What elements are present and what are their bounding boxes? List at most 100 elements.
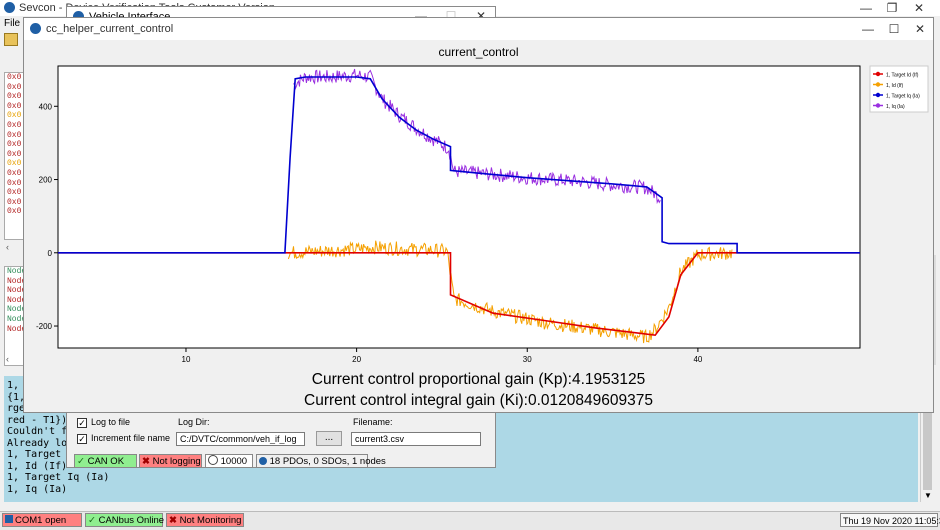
app-logo-icon <box>73 11 84 22</box>
com-icon <box>5 515 13 523</box>
ki-text: Current control integral gain (Ki):0.012… <box>304 392 653 409</box>
clock-icon <box>208 455 218 465</box>
left-list-bottom[interactable]: NodeNodeNodeNodeNodeNodeNode <box>4 266 24 366</box>
console-line: 1, Target Iq (Ia) <box>7 472 110 483</box>
current-control-chart: 10 20 30 40 -200 0 200 400 1, Target Id (If) 1, I… <box>36 65 929 364</box>
list-item: 0x0 <box>7 101 22 111</box>
log-dir-input[interactable] <box>176 432 305 446</box>
minimize-icon[interactable]: — <box>862 22 874 36</box>
logging-status: ✖ Not logging <box>139 454 202 468</box>
log-to-file-label: Log to file <box>91 417 131 427</box>
list-item: Node <box>7 267 23 276</box>
info-icon <box>259 457 267 465</box>
com-status-label: COM1 open <box>15 515 67 526</box>
console-line: {1, <box>7 391 32 403</box>
pdo-info: 18 PDOs, 0 SDOs, 1 nodes <box>256 454 386 468</box>
list-item: Node <box>7 324 23 334</box>
close-icon[interactable]: ✕ <box>914 22 926 36</box>
close-icon[interactable]: ✕ <box>475 9 487 23</box>
minimize-icon[interactable]: — <box>860 1 872 15</box>
list-item: 0x0 <box>7 140 22 150</box>
rate-field[interactable]: 10000 <box>205 454 253 468</box>
series-line-1 <box>58 252 860 337</box>
increment-file-name-checkbox[interactable]: ✓ <box>77 434 87 444</box>
x-tick-label: 40 <box>693 355 702 364</box>
x-icon: ✖ <box>169 515 177 526</box>
maximize-icon[interactable]: ☐ <box>445 9 457 23</box>
app-logo-icon <box>30 23 41 34</box>
maximize-icon[interactable]: ☐ <box>888 22 900 36</box>
series-line-3 <box>58 76 860 254</box>
list-item: 0x0 <box>7 159 22 169</box>
y-tick-label: 400 <box>39 102 53 111</box>
check-icon: ✓ <box>77 456 85 467</box>
can-ok-status: ✓ CAN OK <box>74 454 137 468</box>
console-line: 1, Iq (Ia) <box>7 483 68 495</box>
legend-label: 1, Target Id (If) <box>886 73 919 79</box>
datetime: Thu 19 Nov 2020 11:05:36 <box>840 513 940 527</box>
legend-marker <box>875 82 881 87</box>
restore-icon[interactable]: ❐ <box>886 1 898 15</box>
can-ok-label: CAN OK <box>87 456 125 467</box>
list-item: 0x0 <box>7 130 22 140</box>
list-item: 0x0 <box>7 92 22 102</box>
list-item: 0x0 <box>7 73 22 82</box>
kp-text: Current control proportional gain (Kp):4… <box>311 371 646 388</box>
legend-label: 1, Iq (Ia) <box>886 104 905 110</box>
log-to-file-checkbox[interactable]: ✓ <box>77 418 87 428</box>
list-item: 0x0 <box>7 120 22 130</box>
datetime-label: Thu 19 Nov 2020 11:05:36 <box>843 516 940 526</box>
increment-file-name-label: Increment file name <box>91 433 171 443</box>
left-list-top[interactable]: 0x0 0x0 0x0 0x0 0x0 0x0 0x0 0x0 0x0 0x0 0x0 0x0 0x0 0… <box>4 72 24 240</box>
filename-label: Filename: <box>353 417 393 427</box>
legend-marker <box>875 71 881 77</box>
monitoring-status: ✖ Not Monitoring <box>166 513 244 527</box>
plot-window-title: cc_helper_current_control <box>46 23 174 35</box>
console-scroll-thumb[interactable] <box>923 388 932 490</box>
log-dir-label: Log Dir: <box>178 417 210 427</box>
console-line: 1, Id (If) <box>7 460 68 472</box>
list-item: 0x0 <box>7 111 22 121</box>
rate-value: 10000 <box>220 456 248 467</box>
app-logo-icon <box>4 2 15 13</box>
plot-area <box>57 65 861 349</box>
list-item: 0x0 <box>7 178 22 188</box>
close-icon[interactable]: ✕ <box>913 1 925 15</box>
y-tick-label: 200 <box>39 176 53 185</box>
plot-title: current_control <box>438 45 519 59</box>
canbus-status: ✓ CANbus Online <box>85 513 164 527</box>
not-logging-label: Not logging <box>152 456 201 467</box>
series-line-4 <box>293 68 661 205</box>
list-item: 0x0 <box>7 168 22 178</box>
legend-marker <box>875 92 881 98</box>
legend-marker <box>875 103 881 108</box>
legend-label: 1, Id (If) <box>886 83 904 89</box>
plot-title-bar: cc_helper_current_control — ☐ ✕ <box>24 18 933 40</box>
x-tick-label: 30 <box>523 355 532 364</box>
browse-button-label: ... <box>324 432 334 443</box>
plot-window: cc_helper_current_control — ☐ ✕ current_… <box>23 17 934 413</box>
list-item: Node <box>7 314 23 324</box>
list-item: 0x0 <box>7 149 22 159</box>
list-item: 0x0 <box>7 207 22 217</box>
pdo-info-label: 18 PDOs, 0 SDOs, 1 nodes <box>269 456 386 467</box>
filename-input[interactable] <box>351 432 481 446</box>
open-folder-icon[interactable] <box>4 33 18 46</box>
list-item: Node <box>7 305 23 315</box>
check-icon: ✓ <box>88 515 96 526</box>
list-item: 0x0 <box>7 82 22 92</box>
list-item: Node <box>7 295 23 305</box>
scroll-down-icon[interactable]: ▼ <box>924 491 932 500</box>
legend-label: 1, Target Iq (Ia) <box>886 94 920 100</box>
x-icon: ✖ <box>142 456 150 467</box>
list-item: 0x0 <box>7 188 22 198</box>
list-item: Node <box>7 276 23 286</box>
x-tick-label: 20 <box>352 355 361 364</box>
com-status: COM1 open <box>2 513 82 527</box>
scroll-left-icon[interactable]: ‹ <box>6 354 9 364</box>
console-line: red - T1}) <box>7 414 68 426</box>
browse-button[interactable]: ... <box>316 431 342 446</box>
x-tick-label: 10 <box>182 355 191 364</box>
menu-file[interactable]: File <box>4 18 21 29</box>
scroll-left-icon[interactable]: ‹ <box>6 242 9 252</box>
